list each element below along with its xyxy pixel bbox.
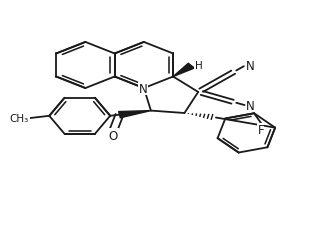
Text: O: O bbox=[109, 129, 118, 142]
Text: N: N bbox=[246, 99, 255, 112]
Text: N: N bbox=[139, 82, 148, 95]
Text: CH₃: CH₃ bbox=[10, 114, 29, 124]
Polygon shape bbox=[173, 64, 194, 77]
Polygon shape bbox=[118, 111, 151, 118]
Text: F: F bbox=[258, 124, 264, 137]
Text: H: H bbox=[195, 60, 203, 70]
Text: N: N bbox=[246, 60, 254, 73]
